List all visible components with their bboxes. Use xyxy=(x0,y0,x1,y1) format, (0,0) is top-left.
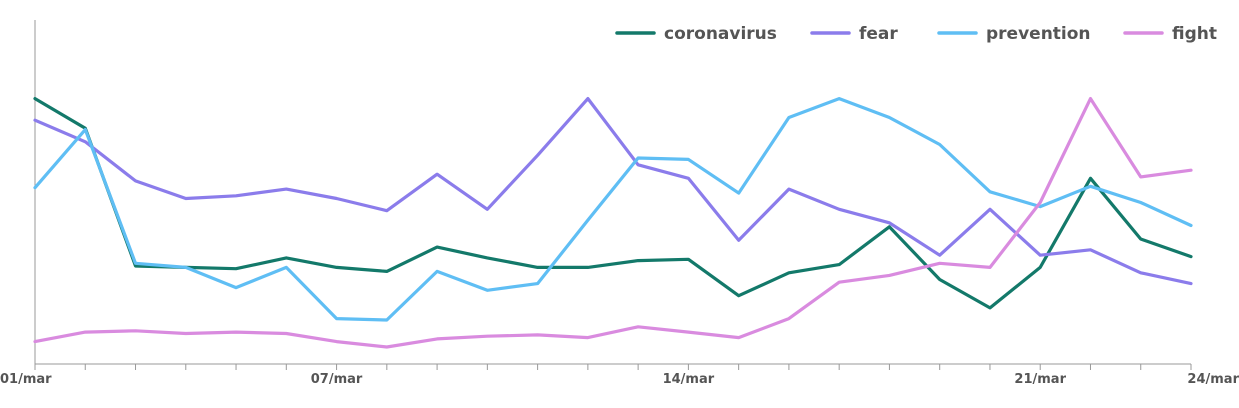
x-tick-label: 01/mar xyxy=(0,372,52,387)
legend: coronavirus fear prevention fight xyxy=(615,24,1217,44)
x-tick-label: 14/mar xyxy=(663,372,715,387)
series-line-coronavirus xyxy=(33,96,1193,310)
x-tick-label: 07/mar xyxy=(311,372,363,387)
series-line-fight xyxy=(33,96,1193,349)
axes xyxy=(34,20,1191,365)
legend-label: prevention xyxy=(986,24,1091,44)
legend-label: fear xyxy=(859,24,898,44)
legend-item-fight: fight xyxy=(1123,24,1217,44)
legend-label: fight xyxy=(1172,24,1217,44)
series-lines xyxy=(33,96,1193,349)
x-axis-ticks: 01/mar 07/mar 14/mar 21/mar 24/mar xyxy=(0,364,1239,387)
series-line-fear xyxy=(33,96,1193,286)
series-line-prevention xyxy=(33,96,1193,322)
legend-label: coronavirus xyxy=(664,24,777,44)
legend-item-prevention: prevention xyxy=(937,24,1091,44)
legend-item-fear: fear xyxy=(810,24,898,44)
x-tick-label: 24/mar xyxy=(1187,372,1239,387)
x-tick-label: 21/mar xyxy=(1014,372,1066,387)
legend-item-coronavirus: coronavirus xyxy=(615,24,777,44)
